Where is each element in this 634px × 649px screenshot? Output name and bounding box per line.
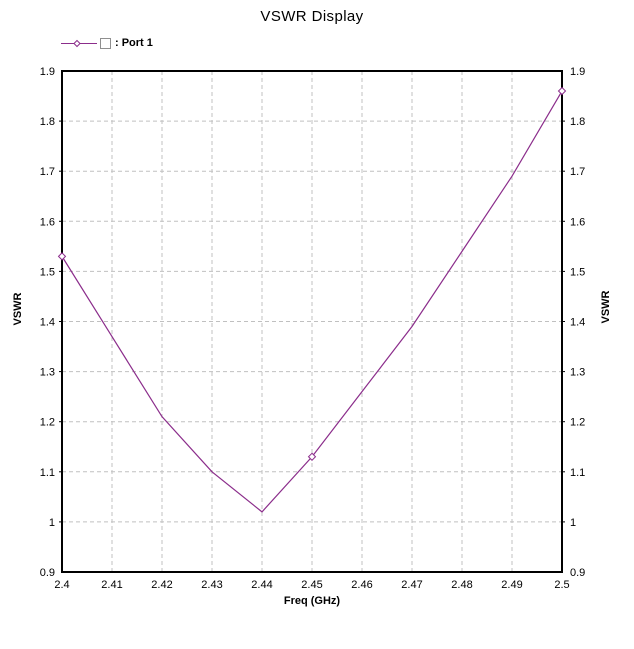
y-tick-label-left: 1.6 bbox=[40, 216, 55, 228]
chart-title: VSWR Display bbox=[260, 8, 364, 25]
x-tick-label: 2.42 bbox=[151, 579, 172, 591]
y-tick-label-right: 1.8 bbox=[570, 116, 585, 128]
y-tick-label-left: 1.7 bbox=[40, 166, 55, 178]
y-tick-label-right: 1.2 bbox=[570, 417, 585, 429]
legend: : Port 1 bbox=[60, 36, 153, 50]
y-tick-label-left: 1.3 bbox=[40, 367, 55, 379]
y-tick-label-right: 1.9 bbox=[570, 66, 585, 78]
x-tick-label: 2.45 bbox=[301, 579, 322, 591]
plot-border bbox=[61, 70, 563, 573]
y-tick-label-right: 1.6 bbox=[570, 216, 585, 228]
y-tick-label-right: 1.4 bbox=[570, 317, 585, 329]
y-tick-label-right: 1 bbox=[570, 517, 576, 529]
data-point-marker bbox=[557, 86, 567, 96]
y-tick-label-left: 0.9 bbox=[40, 567, 55, 579]
x-tick-label: 2.43 bbox=[201, 579, 222, 591]
y-tick-label-right: 0.9 bbox=[570, 567, 585, 579]
legend-label: : Port 1 bbox=[115, 37, 153, 49]
x-tick-label: 2.4 bbox=[54, 579, 69, 591]
y-tick-label-right: 1.7 bbox=[570, 166, 585, 178]
x-tick-label: 2.48 bbox=[451, 579, 472, 591]
x-tick-label: 2.46 bbox=[351, 579, 372, 591]
data-point-marker bbox=[307, 452, 317, 461]
x-tick-label: 2.44 bbox=[251, 579, 272, 591]
y-tick-label-right: 1.1 bbox=[570, 467, 585, 479]
y-tick-label-right: 1.3 bbox=[570, 367, 585, 379]
y-tick-label-left: 1 bbox=[49, 517, 55, 529]
legend-line-sample bbox=[61, 39, 97, 47]
x-tick-label: 2.5 bbox=[554, 579, 569, 591]
y-tick-label-left: 1.2 bbox=[40, 417, 55, 429]
y-tick-label-left: 1.9 bbox=[40, 66, 55, 78]
data-point-marker bbox=[57, 252, 67, 261]
y-tick-label-left: 1.4 bbox=[40, 317, 55, 329]
legend-diamond-marker-icon bbox=[73, 39, 81, 47]
y-tick-label-left: 1.5 bbox=[40, 266, 55, 278]
y-tick-label-left: 1.1 bbox=[40, 467, 55, 479]
y-tick-label-right: 1.5 bbox=[570, 266, 585, 278]
x-tick-label: 2.47 bbox=[401, 579, 422, 591]
x-tick-label: 2.49 bbox=[501, 579, 522, 591]
vswr-curve bbox=[61, 90, 563, 513]
y-tick-label-left: 1.8 bbox=[40, 116, 55, 128]
legend-symbol-box-icon bbox=[100, 37, 111, 49]
x-tick-label: 2.41 bbox=[101, 579, 122, 591]
x-axis-label: Freq (GHz) bbox=[283, 595, 341, 607]
